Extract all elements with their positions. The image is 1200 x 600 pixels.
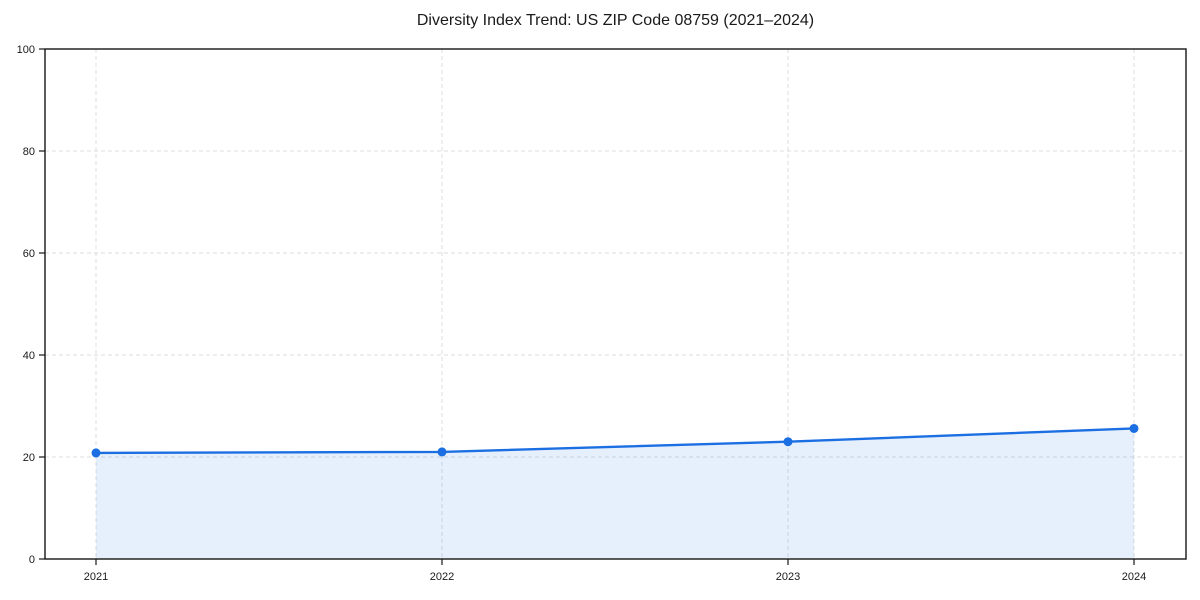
y-tick-label: 40	[23, 350, 35, 362]
data-point-2022	[437, 447, 447, 457]
x-tick-label: 2021	[84, 571, 108, 583]
x-tick-label: 2023	[776, 571, 800, 583]
y-tick-label: 60	[23, 248, 35, 260]
trend-line	[94, 427, 1136, 455]
chart-title: Diversity Index Trend: US ZIP Code 08759…	[416, 12, 815, 29]
data-point-2024	[1129, 423, 1139, 433]
y-tick-label: 0	[29, 554, 35, 566]
data-point-2023	[783, 437, 793, 447]
area-fill	[96, 428, 1134, 559]
y-tick-label: 80	[23, 146, 35, 158]
data-point-2021	[91, 448, 101, 458]
plot-border	[44, 48, 1187, 560]
y-tick-label: 20	[23, 452, 35, 464]
y-tick-label: 100	[17, 44, 35, 56]
x-tick-label: 2022	[430, 571, 454, 583]
x-tick-label: 2024	[1122, 571, 1146, 583]
